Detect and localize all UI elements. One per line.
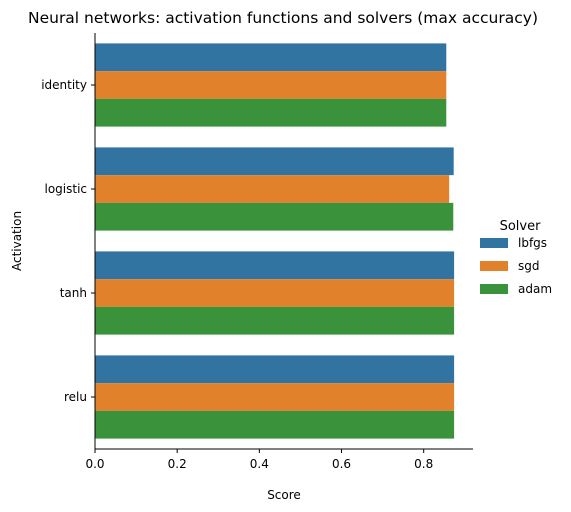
y-tick-label: identity bbox=[41, 78, 87, 92]
legend: Solver lbfgs sgd adam bbox=[480, 219, 552, 296]
bar-logistic-sgd bbox=[95, 175, 450, 203]
legend-swatch-sgd bbox=[480, 261, 508, 271]
bar-tanh-lbfgs bbox=[95, 251, 455, 280]
y-axis-label: Activation bbox=[10, 211, 24, 271]
x-axis-label: Score bbox=[267, 488, 301, 502]
x-tick-label: 0.6 bbox=[332, 457, 351, 471]
x-tick-label: 0.2 bbox=[168, 457, 187, 471]
legend-swatch-adam bbox=[480, 284, 508, 294]
bars-group bbox=[95, 43, 455, 439]
axes-group bbox=[94, 33, 473, 450]
legend-title: Solver bbox=[500, 219, 542, 234]
y-ticks-group: identity logistic tanh relu bbox=[41, 78, 95, 404]
bar-relu-adam bbox=[95, 410, 455, 439]
legend-label-lbfgs: lbfgs bbox=[518, 236, 547, 250]
bar-tanh-sgd bbox=[95, 279, 455, 307]
chart-title: Neural networks: activation functions an… bbox=[28, 9, 538, 27]
bar-identity-sgd bbox=[95, 71, 447, 99]
bar-logistic-lbfgs bbox=[95, 147, 454, 176]
legend-label-adam: adam bbox=[518, 282, 552, 296]
bar-identity-adam bbox=[95, 98, 447, 127]
legend-label-sgd: sgd bbox=[518, 259, 540, 273]
bar-relu-lbfgs bbox=[95, 355, 455, 384]
bar-relu-sgd bbox=[95, 383, 455, 411]
y-tick-label: relu bbox=[64, 390, 87, 404]
x-tick-label: 0.0 bbox=[85, 457, 104, 471]
x-ticks-group: 0.0 0.2 0.4 0.6 0.8 bbox=[85, 449, 433, 471]
bar-tanh-adam bbox=[95, 306, 455, 335]
y-tick-label: tanh bbox=[60, 286, 87, 300]
legend-swatch-lbfgs bbox=[480, 238, 508, 248]
bar-identity-lbfgs bbox=[95, 43, 447, 72]
bar-logistic-adam bbox=[95, 202, 454, 231]
x-tick-label: 0.8 bbox=[414, 457, 433, 471]
x-tick-label: 0.4 bbox=[250, 457, 269, 471]
y-tick-label: logistic bbox=[44, 182, 87, 196]
